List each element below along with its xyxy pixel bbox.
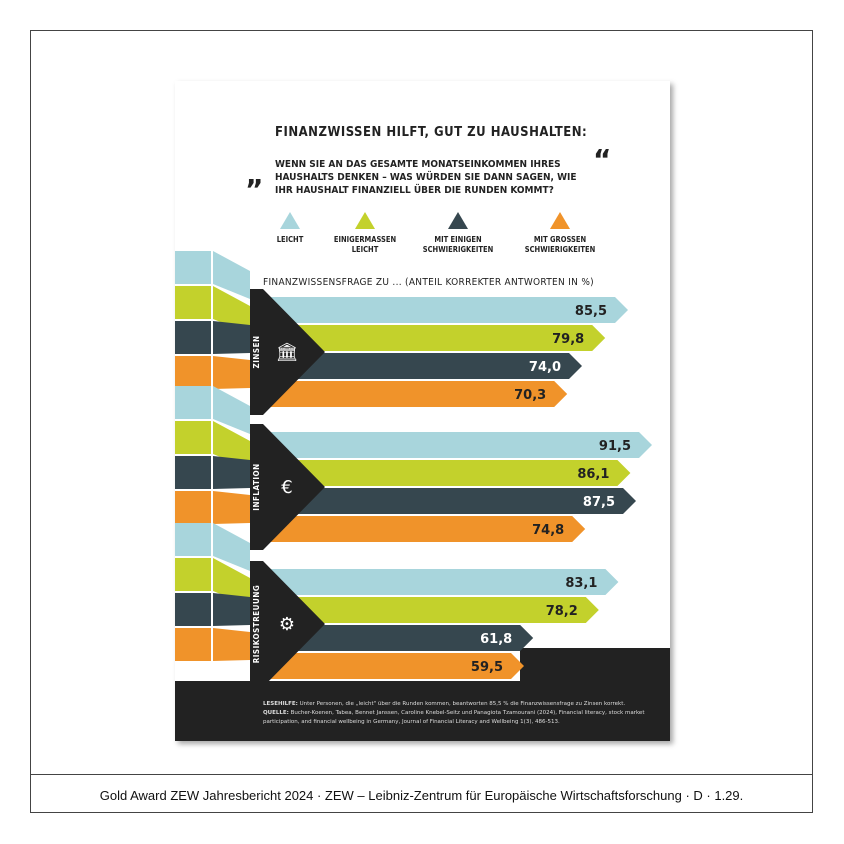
footnote-text: Bucher-Koenen, Tabea, Bennet Janssen, Ca… xyxy=(289,710,645,716)
side-block xyxy=(175,491,211,524)
euro-growth-icon: € xyxy=(281,477,292,498)
side-block-perspective xyxy=(213,628,250,661)
quote-close-icon: ” xyxy=(245,173,263,206)
legend-triangle-icon xyxy=(448,212,468,229)
side-block xyxy=(175,251,211,284)
side-block xyxy=(175,593,211,626)
category-strip xyxy=(250,561,263,687)
side-block xyxy=(175,421,211,454)
footnote-label: LESEHILFE: xyxy=(263,701,298,707)
data-label: 79,8 xyxy=(552,332,584,347)
data-label: 70,3 xyxy=(514,388,546,403)
side-block-perspective xyxy=(213,251,250,299)
data-label: 74,0 xyxy=(529,360,561,375)
chart-title: FINANZWISSEN HILFT, GUT ZU HAUSHALTEN: xyxy=(275,125,587,140)
category-label: ZINSEN xyxy=(252,335,261,368)
data-label: 61,8 xyxy=(480,632,512,647)
bar xyxy=(265,432,652,458)
side-block-perspective xyxy=(213,523,250,571)
category-strip xyxy=(250,289,263,415)
side-block xyxy=(175,356,211,389)
side-block xyxy=(175,558,211,591)
data-label: 87,5 xyxy=(583,495,615,510)
bar xyxy=(265,381,568,407)
category-label: INFLATION xyxy=(252,463,261,510)
footnote-text: Unter Personen, die „leicht" über die Ru… xyxy=(298,701,626,707)
legend-triangle-icon xyxy=(280,212,300,229)
frame xyxy=(30,30,813,813)
category-triangle xyxy=(263,289,325,415)
chart-subtitle: FINANZWISSENSFRAGE ZU ... (ANTEIL KORREK… xyxy=(263,277,594,288)
question-line: WENN SIE AN DAS GESAMTE MONATSEINKOMMEN … xyxy=(275,159,561,170)
bar xyxy=(265,353,582,379)
footnote: LESEHILFE: Unter Personen, die „leicht" … xyxy=(263,701,625,707)
bar xyxy=(265,460,631,486)
bar xyxy=(265,325,606,351)
legend-label: LEICHT xyxy=(352,245,379,254)
footnote: participation, and financial wellbeing i… xyxy=(263,719,560,725)
side-block xyxy=(175,456,211,489)
side-block xyxy=(175,286,211,319)
category-strip xyxy=(250,424,263,550)
bar xyxy=(265,653,524,679)
footnote: QUELLE: Bucher-Koenen, Tabea, Bennet Jan… xyxy=(263,710,645,716)
data-label: 83,1 xyxy=(565,576,597,591)
footer-background xyxy=(175,648,670,741)
side-block-perspective xyxy=(213,356,250,389)
side-block-perspective xyxy=(213,386,250,434)
legend-label: MIT EINIGEN xyxy=(434,235,482,244)
legend-triangle-icon xyxy=(355,212,375,229)
bank-percent-icon: 🏛 xyxy=(276,342,299,363)
legend-label: SCHWIERIGKEITEN xyxy=(423,245,494,254)
data-label: 86,1 xyxy=(577,467,609,482)
side-block-perspective xyxy=(213,321,250,354)
infographic-poster: FINANZWISSEN HILFT, GUT ZU HAUSHALTEN: WE… xyxy=(175,81,670,741)
side-block xyxy=(175,523,211,556)
bar xyxy=(265,625,534,651)
category-label: RISIKOSTREUUNG xyxy=(252,585,261,664)
caption: Gold Award ZEW Jahresbericht 2024 · ZEW … xyxy=(99,788,744,803)
footnote-text: participation, and financial wellbeing i… xyxy=(263,719,560,725)
bar xyxy=(265,569,619,595)
side-block xyxy=(175,321,211,354)
category-triangle xyxy=(263,424,325,550)
legend-label: SCHWIERIGKEITEN xyxy=(525,245,596,254)
bar xyxy=(265,597,599,623)
quote-open-icon: “ xyxy=(593,143,611,176)
chart: FINANZWISSEN HILFT, GUT ZU HAUSHALTEN: WE… xyxy=(175,125,670,741)
legend-label: EINIGERMASSEN xyxy=(334,235,397,244)
footnote-label: QUELLE: xyxy=(263,710,289,716)
side-block xyxy=(175,628,211,661)
data-label: 78,2 xyxy=(546,604,578,619)
data-label: 85,5 xyxy=(575,304,607,319)
data-label: 59,5 xyxy=(471,660,503,675)
bar xyxy=(265,516,586,542)
data-label: 91,5 xyxy=(599,439,631,454)
category-triangle xyxy=(263,561,325,687)
legend-label: MIT GROSSEN xyxy=(534,235,587,244)
side-block-perspective xyxy=(213,593,250,626)
divider xyxy=(30,774,813,775)
gear-warning-icon: ⚙ xyxy=(279,614,295,635)
side-block xyxy=(175,386,211,419)
legend-label: LEICHT xyxy=(277,235,304,244)
bar xyxy=(265,297,628,323)
legend-triangle-icon xyxy=(550,212,570,229)
question-line: IHR HAUSHALT FINANZIELL ÜBER DIE RUNDEN … xyxy=(275,182,554,196)
data-label: 74,8 xyxy=(532,523,564,538)
question-line: HAUSHALTS DENKEN – WAS WÜRDEN SIE DANN S… xyxy=(275,169,577,183)
side-block-perspective xyxy=(213,491,250,524)
bar xyxy=(265,488,636,514)
side-block-perspective xyxy=(213,456,250,489)
